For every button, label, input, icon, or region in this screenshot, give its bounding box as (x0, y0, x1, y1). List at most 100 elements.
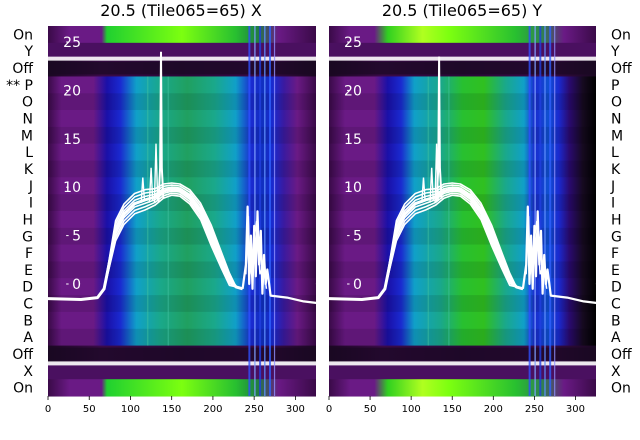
trace-lines (43, 51, 321, 305)
off-band (48, 61, 316, 75)
gap (48, 361, 316, 366)
row-label: B (611, 313, 621, 329)
row-label: K (24, 162, 34, 178)
lane (539, 26, 542, 396)
row-label: F (611, 246, 619, 262)
x-tick-label: 300 (286, 404, 305, 415)
row-label: B (23, 313, 33, 329)
off-band (329, 347, 596, 361)
x-tick-label: 250 (525, 404, 544, 415)
x-tick-label: 150 (162, 404, 181, 415)
x-tick-label: 200 (203, 404, 222, 415)
overlay-tick-label: 0 (72, 277, 81, 293)
lane (549, 26, 552, 396)
heatmap-row (48, 379, 316, 397)
panel-x: 20.5 (Tile065=65) X 05101520250510152025… (6, 1, 333, 415)
lane (427, 76, 430, 346)
row-label: I (29, 196, 33, 212)
x-tick-label: 200 (484, 404, 503, 415)
row-label: Off (12, 61, 33, 77)
row-label: E (24, 263, 33, 279)
trace-spike (429, 167, 434, 203)
row-label: M (21, 128, 33, 144)
panel-title: 20.5 (Tile065=65) Y (382, 1, 543, 20)
row-label: L (611, 145, 619, 161)
row-label: E (611, 263, 620, 279)
overlay-tick-label: 20 (315, 83, 333, 99)
overlay-tick-label: 15 (315, 132, 333, 148)
row-label: J (610, 179, 615, 195)
trace-spike (421, 177, 426, 203)
heatmap-row (329, 110, 596, 128)
lane (554, 26, 556, 396)
row-label: N (611, 112, 621, 128)
row-label: J (28, 179, 33, 195)
row-shade (48, 93, 316, 111)
overlay-tick-label: 15 (63, 132, 81, 148)
row-label: On (13, 381, 33, 397)
heatmap-row (329, 311, 596, 330)
trace-spike (140, 177, 146, 203)
panel-title: 20.5 (Tile065=65) X (100, 1, 262, 20)
row-label: N (23, 112, 33, 128)
row-shade (48, 227, 316, 245)
overlay-tick-label: 10 (595, 180, 613, 196)
heatmap-row (329, 143, 596, 162)
row-shade (48, 126, 316, 144)
row-label: K (611, 162, 621, 178)
row-label: A (23, 330, 33, 346)
heatmap-lanes (427, 26, 556, 396)
row-shade (329, 160, 596, 178)
trace-spike (153, 143, 159, 203)
row-label: G (611, 229, 622, 245)
row-label: P (611, 78, 619, 94)
row-label: O (22, 95, 33, 111)
trace-spike (148, 167, 154, 203)
lane (273, 26, 276, 396)
lane (528, 26, 531, 396)
trace-spike (434, 143, 439, 203)
heatmap-row (48, 110, 316, 128)
heatmap-background (48, 26, 316, 397)
lane (167, 76, 170, 346)
x-tick-label: 0 (326, 404, 332, 415)
row-shade (329, 93, 596, 111)
row-shade (329, 328, 596, 346)
heatmap-row (48, 76, 316, 94)
panel-y: 20.5 (Tile065=65) Y 05101520250510152025… (324, 1, 632, 415)
row-label: O (611, 95, 622, 111)
heatmap-row (329, 244, 596, 262)
heatmap-row (48, 211, 316, 229)
overlay-tick-label: 0 (353, 277, 362, 293)
overlay-tick-label: 15 (595, 132, 613, 148)
overlay-tick-label: 5 (72, 229, 81, 245)
row-shade (329, 261, 596, 279)
heatmap-row (48, 244, 316, 262)
row-label: X (23, 364, 33, 380)
overlay-tick-label: 20 (595, 83, 613, 99)
row-label: H (611, 212, 622, 228)
lane (146, 76, 149, 346)
overlay-tick-label: 10 (315, 180, 333, 196)
off-band (48, 347, 316, 361)
overlay-tick-label: 5 (595, 229, 604, 245)
heatmap-row (329, 26, 596, 44)
overlay-tick-label: 10 (63, 180, 81, 196)
trace-burst (525, 216, 548, 289)
overlay-tick-label: 25 (595, 35, 613, 51)
heatmap-row (48, 278, 316, 296)
row-label: A (611, 330, 621, 346)
heatmap-background (329, 26, 596, 397)
lane (268, 26, 271, 396)
heatmap-lanes (146, 26, 276, 396)
x-tick-label: 300 (566, 404, 585, 415)
trace-line (324, 182, 524, 301)
off-band (329, 61, 596, 75)
row-label: G (22, 229, 33, 245)
row-label: Y (23, 44, 33, 60)
row-label: Y (610, 44, 620, 60)
row-label: M (611, 128, 623, 144)
lane (534, 26, 536, 396)
